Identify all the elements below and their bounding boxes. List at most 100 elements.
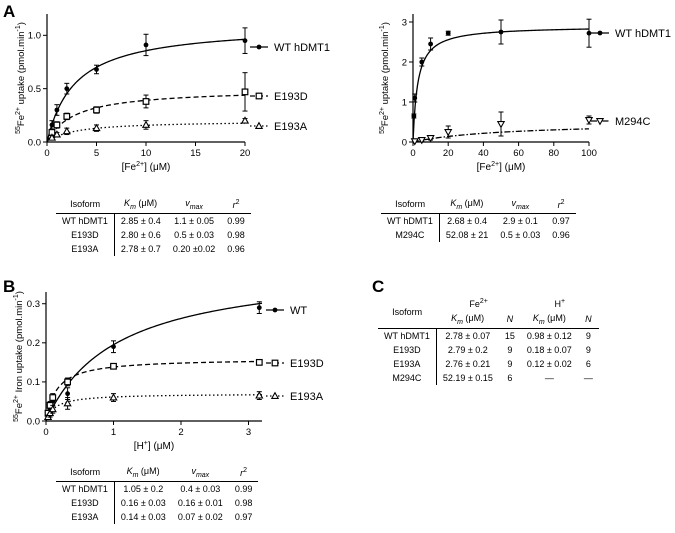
y-axis-label: 55Fe2+ Iron uptake (pmol.min-1) xyxy=(13,291,25,422)
fit-curve xyxy=(45,360,263,422)
data-point xyxy=(64,86,70,92)
data-point xyxy=(410,138,419,146)
cell-fe-n: 15 xyxy=(504,330,515,341)
table-row: M294C 52.08 ± 21 0.5 ± 0.03 0.96 xyxy=(381,227,576,242)
cell-isoform: E193D xyxy=(56,495,115,510)
table-header-row: Km (μM) N Km (μM) N xyxy=(378,311,599,329)
data-point xyxy=(49,394,57,401)
data-point xyxy=(411,113,417,119)
cell-fe-n: 6 xyxy=(507,372,513,383)
panel-label-a: A xyxy=(3,2,15,21)
y-tick-label: 0 xyxy=(402,137,407,148)
header-h-n: N xyxy=(577,311,599,329)
x-tick-label: 5 xyxy=(94,148,99,159)
cell-h-n: — xyxy=(583,372,593,383)
fit-curve xyxy=(45,394,263,422)
cell-isoform: M294C xyxy=(378,370,437,385)
data-point xyxy=(49,122,55,128)
cell-vmax: 2.9 ± 0.1 xyxy=(502,215,538,226)
data-point xyxy=(92,123,101,132)
data-point xyxy=(241,88,249,96)
y-tick-label: 0.2 xyxy=(27,338,40,349)
header-isoform: Isoform xyxy=(56,196,115,214)
header-vmax: vmax xyxy=(166,196,222,214)
table-row: E193D 2.80 ± 0.6 0.5 ± 0.03 0.98 xyxy=(56,227,251,242)
table-a-left: Isoform Km (μM) vmax r2 WT hDMT1 2.85 ± 0… xyxy=(56,196,251,256)
legend-label: WT hDMT1 xyxy=(274,42,330,54)
fit-curve xyxy=(45,302,263,422)
data-point xyxy=(586,30,592,36)
x-tick-label: 20 xyxy=(240,148,251,159)
header-isoform: Isoform xyxy=(56,464,115,482)
y-tick-label: 2 xyxy=(402,57,407,68)
x-axis-label: [Fe2+] (μM) xyxy=(122,161,171,173)
y-tick-label: 1.0 xyxy=(28,31,41,42)
panel-label-b: B xyxy=(3,277,15,296)
x-tick-label: 20 xyxy=(443,148,454,159)
data-point xyxy=(498,29,504,35)
cell-r2: 0.97 xyxy=(234,511,253,522)
data-point xyxy=(419,59,425,65)
header-h-km: Km (μM) xyxy=(520,311,578,329)
x-tick-label: 10 xyxy=(141,148,152,159)
table-group-header-row: Isoform Fe2+ H+ xyxy=(378,296,599,329)
legend-label: M294C xyxy=(615,116,651,128)
legend-label: E193D xyxy=(274,91,308,103)
x-tick-label: 3 xyxy=(246,427,251,438)
cell-r2: 0.99 xyxy=(227,215,245,226)
data-point xyxy=(242,38,248,44)
cell-isoform: E193D xyxy=(56,227,115,242)
data-point xyxy=(444,129,453,137)
legend-label: WT xyxy=(290,305,307,317)
header-fe-n: N xyxy=(498,311,521,329)
data-point xyxy=(110,362,117,370)
data-point xyxy=(63,112,71,120)
data-point xyxy=(584,117,594,125)
y-tick-label: 0.3 xyxy=(27,299,40,310)
data-point xyxy=(255,391,264,399)
table-row: WT hDMT1 2.78 ± 0.07 15 0.98 ± 0.12 9 xyxy=(378,328,599,343)
cell-vmax: 0.4 ± 0.03 xyxy=(180,483,221,494)
cell-fe-km: 52.19 ± 0.15 xyxy=(442,372,493,383)
data-point xyxy=(141,120,151,128)
cell-r2: 0.96 xyxy=(552,229,570,240)
y-axis-label: 55Fe2+ uptake (pmol.min-1) xyxy=(379,22,391,134)
cell-km: 0.14 ± 0.03 xyxy=(120,511,166,522)
x-axis-label: [Fe2+] (μM) xyxy=(477,161,526,173)
legend-marker xyxy=(255,92,263,100)
cell-h-km: — xyxy=(544,372,554,383)
x-tick-label: 0 xyxy=(410,148,415,159)
data-point xyxy=(62,126,71,135)
table-row: WT hDMT1 2.68 ± 0.4 2.9 ± 0.1 0.97 xyxy=(381,213,576,228)
legend-marker xyxy=(256,44,262,50)
data-point xyxy=(93,106,100,114)
table-b: Isoform Km (μM) vmax r2 WT hDMT1 1.05 ± 0… xyxy=(56,464,259,524)
series-e193d xyxy=(44,358,263,422)
cell-isoform: E193A xyxy=(56,509,115,524)
data-point xyxy=(428,41,433,47)
data-point xyxy=(142,98,150,105)
legend-label: E193D xyxy=(290,358,324,370)
header-fe-km: Km (μM) xyxy=(436,311,499,329)
series-wt-hdmt1 xyxy=(46,27,248,143)
data-point xyxy=(445,30,451,36)
x-tick-label: 2 xyxy=(178,427,183,438)
cell-vmax: 0.20 ±0.02 xyxy=(172,243,216,254)
data-point xyxy=(496,121,506,129)
cell-fe-km: 2.78 ± 0.07 xyxy=(445,330,491,341)
table-row: E193A 0.14 ± 0.03 0.07 ± 0.02 0.97 xyxy=(56,509,258,524)
x-tick-label: 40 xyxy=(478,148,489,159)
cell-km: 2.80 ± 0.6 xyxy=(120,229,161,240)
cell-r2: 0.99 xyxy=(234,483,253,494)
series-wt-hdmt1 xyxy=(411,18,592,143)
data-point xyxy=(417,137,426,145)
data-point xyxy=(143,42,149,48)
cell-vmax: 0.5 ± 0.03 xyxy=(500,229,541,240)
cell-r2: 0.98 xyxy=(234,497,253,508)
x-tick-label: 100 xyxy=(581,148,597,159)
table-row: E193A 2.76 ± 0.21 9 0.12 ± 0.02 6 xyxy=(378,356,599,371)
